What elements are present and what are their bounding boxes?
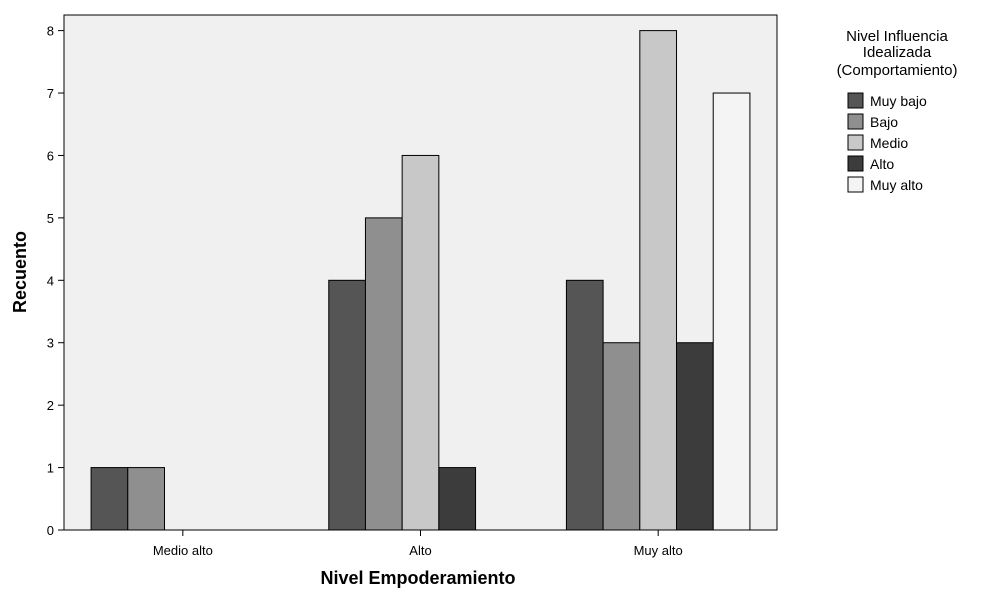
bar — [364, 217, 403, 531]
bar — [639, 30, 678, 531]
y-tick-label: 4 — [47, 273, 54, 288]
legend-swatch — [847, 134, 864, 151]
y-tick-label: 1 — [47, 461, 54, 476]
bar — [676, 342, 714, 531]
y-tick-label: 0 — [47, 523, 54, 538]
y-tick-label: 7 — [47, 86, 54, 101]
legend-title-line: Idealizada — [863, 44, 932, 61]
x-tick-label: Alto — [409, 543, 431, 558]
legend: Nivel Influencia Idealizada (Comportamie… — [837, 28, 958, 193]
bar — [90, 467, 129, 531]
legend-label: Muy alto — [870, 177, 923, 193]
x-axis: Medio alto Alto Muy alto — [153, 530, 683, 558]
legend-label: Medio — [870, 135, 908, 151]
legend-swatch — [847, 92, 864, 109]
bar — [438, 467, 477, 531]
legend-title-line: (Comportamiento) — [837, 62, 958, 79]
bar — [565, 279, 604, 531]
x-tick-label: Medio alto — [153, 543, 213, 558]
y-tick-label: 8 — [47, 24, 54, 39]
bars — [90, 30, 751, 531]
bar — [602, 342, 641, 531]
legend-label: Bajo — [870, 114, 898, 130]
legend-label: Muy bajo — [870, 93, 927, 109]
bar — [712, 92, 751, 531]
legend-swatch — [847, 155, 864, 172]
y-tick-label: 2 — [47, 398, 54, 413]
legend-swatch — [847, 113, 864, 130]
legend-label: Alto — [870, 156, 894, 172]
y-tick-label: 3 — [47, 336, 54, 351]
bar — [328, 279, 366, 531]
y-axis: 0 1 2 3 4 5 6 7 8 — [47, 24, 64, 538]
x-axis-title: Nivel Empoderamiento — [320, 568, 515, 588]
y-tick-label: 5 — [47, 211, 54, 226]
bar — [127, 467, 165, 531]
y-tick-label: 6 — [47, 148, 54, 163]
x-tick-label: Muy alto — [634, 543, 683, 558]
bar — [401, 154, 440, 531]
legend-items: Muy bajo Bajo Medio Alto Muy alto — [847, 92, 927, 193]
legend-swatch — [847, 176, 864, 193]
y-axis-title: Recuento — [10, 231, 30, 313]
legend-title-line: Nivel Influencia — [846, 28, 948, 45]
